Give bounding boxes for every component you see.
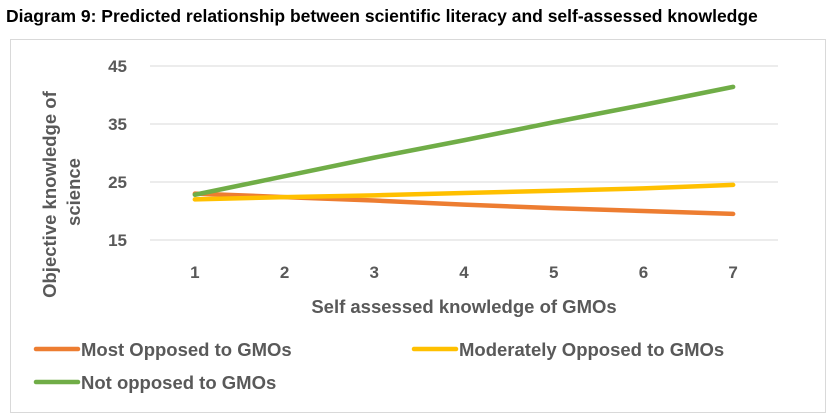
x-axis-ticks: 1 2 3 4 5 6 7 (190, 263, 738, 282)
y-axis-title-line-1: Objective knowledge of (39, 90, 60, 297)
legend-item: Most Opposed to GMOs (33, 339, 292, 360)
y-tick-label: 35 (108, 115, 127, 134)
series-lines (192, 84, 736, 217)
legend-label: Moderately Opposed to GMOs (459, 339, 724, 360)
y-tick-label: 25 (108, 173, 127, 192)
x-tick-label: 5 (549, 263, 558, 282)
legend-item: Not opposed to GMOs (33, 372, 276, 393)
y-axis-ticks: 15 25 35 45 (108, 57, 127, 250)
x-tick-label: 7 (728, 263, 737, 282)
y-axis-title: Objective knowledge of science (39, 86, 84, 298)
series-line (192, 182, 736, 202)
series-line (192, 84, 736, 198)
x-tick-label: 3 (370, 263, 379, 282)
legend: Most Opposed to GMOs Moderately Opposed t… (33, 339, 724, 393)
x-axis-title: Self assessed knowledge of GMOs (311, 296, 616, 317)
legend-item: Moderately Opposed to GMOs (411, 339, 724, 360)
chart-title: Diagram 9: Predicted relationship betwee… (6, 6, 758, 26)
x-tick-label: 1 (190, 263, 199, 282)
x-tick-label: 6 (639, 263, 648, 282)
y-tick-label: 45 (108, 57, 127, 76)
x-tick-label: 2 (280, 263, 289, 282)
legend-label: Not opposed to GMOs (81, 372, 276, 393)
y-tick-label: 15 (108, 231, 127, 250)
y-axis-title-line-2: science (63, 158, 84, 226)
x-tick-label: 4 (459, 263, 469, 282)
chart-frame (10, 39, 826, 413)
legend-label: Most Opposed to GMOs (81, 339, 292, 360)
